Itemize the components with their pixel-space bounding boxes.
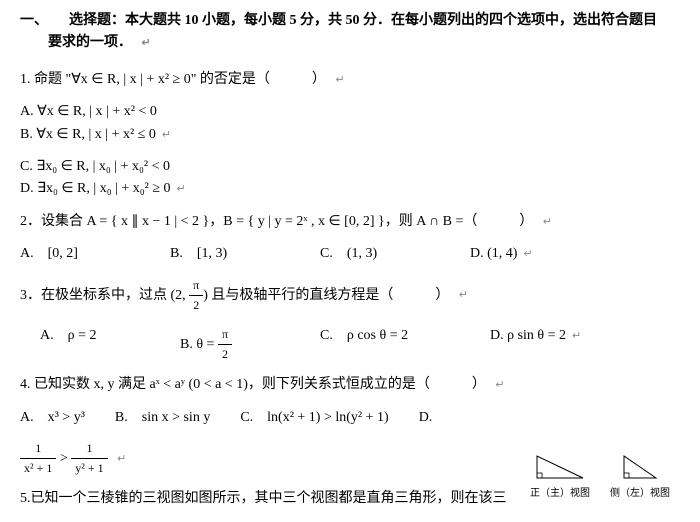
triangle-icon: [622, 454, 658, 480]
header-line2: 要求的一项．: [20, 35, 132, 50]
q1-option-c: C. ∃x₀ ∈ R, | x₀ | + x₀² < 0: [20, 156, 337, 178]
front-view-diagram: 正（主）视图: [530, 454, 590, 502]
q4-option-c: C. ln(x² + 1) > ln(y² + 1): [240, 407, 388, 429]
fraction-left: 1x² + 1: [20, 439, 56, 478]
q2-option-b: B. [1, 3): [170, 243, 290, 265]
triangle-icon: [535, 454, 585, 480]
q4-option-a: A. x³ > y³: [20, 407, 85, 429]
return-mark-icon: ↵: [117, 453, 126, 465]
return-mark-icon: ↵: [177, 183, 186, 195]
return-mark-icon: ↵: [162, 129, 171, 141]
q3-option-a: A. ρ = 2: [40, 325, 150, 364]
q1-options-row1: A. ∀x ∈ R, | x | + x² < 0 B. ∀x ∈ R, | x…: [20, 101, 680, 146]
q3-option-c: C. ρ cos θ = 2: [320, 325, 460, 364]
pi-over-2-fraction: π2: [189, 276, 203, 315]
q3-option-d: D. ρ sin θ = 2↵: [490, 325, 581, 364]
q2-option-d: D. (1, 4)↵: [470, 243, 533, 265]
q1-options-row2: C. ∃x₀ ∈ R, | x₀ | + x₀² < 0 D. ∃x₀ ∈ R,…: [20, 156, 680, 201]
q4-stem: 4. 已知实数 x, y 满足 aˣ < aʸ (0 < a < 1)，则下列关…: [20, 374, 680, 396]
view-diagrams: 正（主）视图 侧（左）视图: [530, 454, 670, 502]
q1-option-a: A. ∀x ∈ R, | x | + x² < 0: [20, 101, 337, 123]
fraction-right: 1y² + 1: [71, 439, 107, 478]
return-mark-icon: ↵: [459, 289, 468, 301]
side-view-diagram: 侧（左）视图: [610, 454, 670, 502]
q2-options: A. [0, 2] B. [1, 3) C. (1, 3) D. (1, 4)↵: [20, 243, 680, 265]
return-mark-icon: ↵: [335, 74, 344, 86]
q1-option-d: D. ∃x₀ ∈ R, | x₀ | + x₀² ≥ 0↵: [20, 178, 337, 200]
return-mark-icon: ↵: [142, 37, 151, 49]
q2-stem: 2．设集合 A = { x ∥ x − 1 | < 2 }，B = { y | …: [20, 211, 680, 233]
return-mark-icon: ↵: [543, 216, 552, 228]
q3-options: A. ρ = 2 B. θ = π2 C. ρ cos θ = 2 D. ρ s…: [20, 325, 680, 364]
q2-option-c: C. (1, 3): [320, 243, 440, 265]
front-view-label: 正（主）视图: [530, 486, 590, 502]
q1-option-b: B. ∀x ∈ R, | x | + x² ≤ 0↵: [20, 124, 337, 146]
q2-option-a: A. [0, 2]: [20, 243, 140, 265]
q4-options: A. x³ > y³ B. sin x > sin y C. ln(x² + 1…: [20, 407, 680, 429]
pi-over-2-fraction: π2: [218, 325, 232, 364]
header-line1: 一、 选择题：本大题共 10 小题，每小题 5 分，共 50 分．在每小题列出的…: [20, 13, 657, 28]
q3-stem: 3．在极坐标系中，过点 (2, π2) 且与极轴平行的直线方程是（ ） ↵: [20, 276, 680, 315]
q3-option-b: B. θ = π2: [180, 325, 290, 364]
section-header: 一、 选择题：本大题共 10 小题，每小题 5 分，共 50 分．在每小题列出的…: [20, 10, 680, 55]
return-mark-icon: ↵: [523, 248, 532, 260]
side-view-label: 侧（左）视图: [610, 486, 670, 502]
return-mark-icon: ↵: [495, 379, 504, 391]
q1-stem: 1. 命题 "∀x ∈ R, | x | + x² ≥ 0" 的否定是（ ） ↵: [20, 69, 680, 91]
q4-option-d: D.: [419, 407, 433, 429]
q4-option-b: B. sin x > sin y: [115, 407, 210, 429]
return-mark-icon: ↵: [572, 330, 581, 342]
